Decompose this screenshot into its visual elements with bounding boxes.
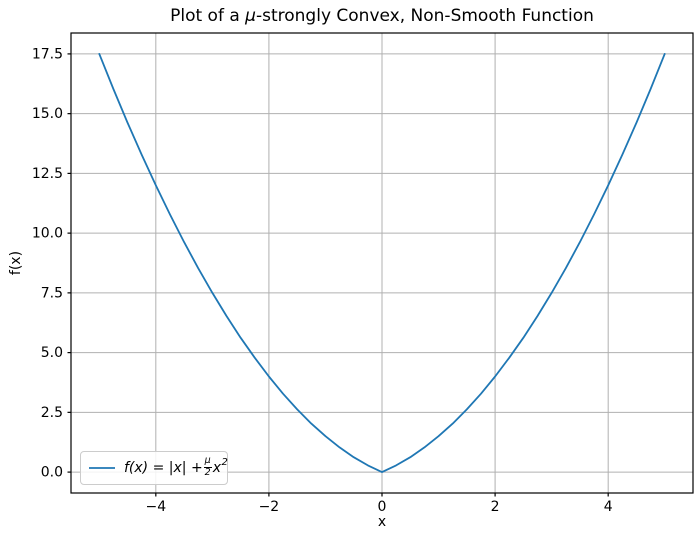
title-prefix: Plot of a (170, 6, 246, 26)
legend-text-before-fraction: f(x) = |x| + (124, 459, 203, 476)
function-curve (98, 53, 666, 474)
fraction-numerator: μ (203, 454, 212, 468)
y-tick-label: 15.0 (32, 106, 63, 122)
fraction-denominator: 2 (204, 466, 211, 478)
legend-x-base: x (212, 459, 222, 476)
y-tick-label: 2.5 (41, 405, 63, 421)
title-suffix: -strongly Convex, Non-Smooth Function (255, 6, 594, 26)
y-tick-label: 5.0 (41, 345, 63, 361)
x-tick-label: 0 (378, 499, 387, 515)
legend-exponent: 2 (221, 457, 228, 469)
y-tick-label: 10.0 (32, 226, 63, 242)
chart-title: Plot of a μ-strongly Convex, Non-Smooth … (71, 6, 693, 26)
y-tick-label: 12.5 (32, 166, 63, 182)
x-tick-label: −2 (259, 499, 280, 515)
y-tick-label: 0.0 (41, 465, 63, 481)
mu-symbol: μ (245, 6, 256, 26)
x-tick-label: 4 (604, 499, 613, 515)
x-tick-label: 2 (491, 499, 500, 515)
x-axis-label: x (377, 514, 387, 530)
legend-line-sample (89, 467, 115, 469)
y-tick-label: 7.5 (41, 285, 63, 301)
y-axis-label: f(x) (8, 251, 24, 275)
y-tick-label: 17.5 (32, 46, 63, 62)
x-tick-label: −4 (145, 499, 166, 515)
